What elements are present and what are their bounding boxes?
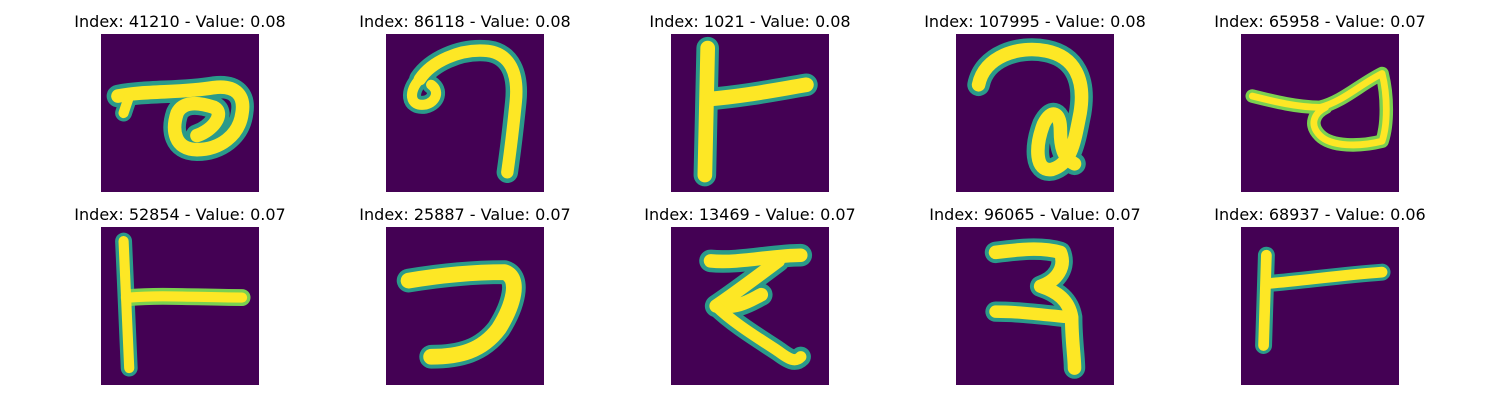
panel-8: Index: 96065 - Value: 0.07 [885, 193, 1185, 385]
glyph-image [386, 227, 544, 385]
glyph-thumbnail [386, 34, 544, 192]
panel-title: Index: 25887 - Value: 0.07 [359, 205, 571, 224]
glyph-thumbnail [1241, 34, 1399, 192]
panel-2: Index: 1021 - Value: 0.08 [600, 0, 900, 192]
panel-9: Index: 68937 - Value: 0.06 [1170, 193, 1470, 385]
glyph-image [1241, 227, 1399, 385]
panel-0: Index: 41210 - Value: 0.08 [30, 0, 330, 192]
glyph-thumbnail [386, 227, 544, 385]
panel-3: Index: 107995 - Value: 0.08 [885, 0, 1185, 192]
panel-title: Index: 41210 - Value: 0.08 [74, 12, 286, 31]
panel-title: Index: 65958 - Value: 0.07 [1214, 12, 1426, 31]
glyph-image [101, 34, 259, 192]
panel-title: Index: 86118 - Value: 0.08 [359, 12, 571, 31]
panel-title: Index: 96065 - Value: 0.07 [929, 205, 1141, 224]
panel-7: Index: 13469 - Value: 0.07 [600, 193, 900, 385]
panel-5: Index: 52854 - Value: 0.07 [30, 193, 330, 385]
glyph-thumbnail [671, 227, 829, 385]
glyph-image [1241, 34, 1399, 192]
panel-title: Index: 107995 - Value: 0.08 [924, 12, 1146, 31]
glyph-image [956, 34, 1114, 192]
panel-6: Index: 25887 - Value: 0.07 [315, 193, 615, 385]
glyph-image [101, 227, 259, 385]
panel-title: Index: 13469 - Value: 0.07 [644, 205, 856, 224]
panel-title: Index: 52854 - Value: 0.07 [74, 205, 286, 224]
panel-title: Index: 68937 - Value: 0.06 [1214, 205, 1426, 224]
panel-4: Index: 65958 - Value: 0.07 [1170, 0, 1470, 192]
glyph-image [671, 227, 829, 385]
glyph-thumbnail [956, 34, 1114, 192]
glyph-image [956, 227, 1114, 385]
glyph-thumbnail [1241, 227, 1399, 385]
glyph-image [386, 34, 544, 192]
glyph-thumbnail [671, 34, 829, 192]
panel-title: Index: 1021 - Value: 0.08 [649, 12, 851, 31]
glyph-image [671, 34, 829, 192]
glyph-thumbnail [101, 34, 259, 192]
glyph-thumbnail [956, 227, 1114, 385]
panel-1: Index: 86118 - Value: 0.08 [315, 0, 615, 192]
glyph-thumbnail [101, 227, 259, 385]
